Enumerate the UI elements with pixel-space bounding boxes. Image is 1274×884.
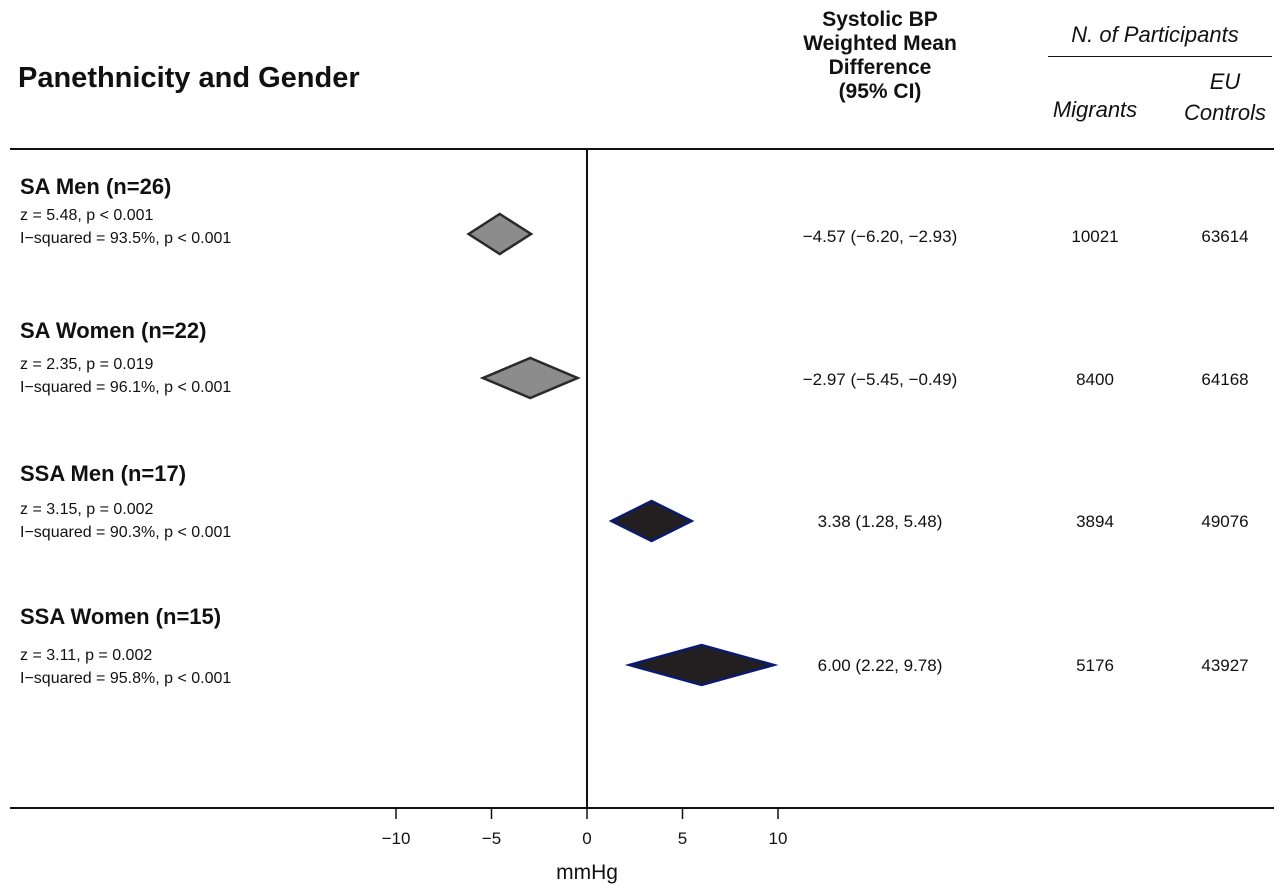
x-tick-label: 10 xyxy=(769,829,788,848)
forest-row: SSA Women (n=15) z = 3.11, p = 0.002 I−s… xyxy=(0,604,1274,744)
x-tick-label: −5 xyxy=(482,829,501,848)
x-axis: −10 −5 0 5 10 xyxy=(382,149,788,848)
row-controls: 63614 xyxy=(1201,227,1249,246)
row-controls: 49076 xyxy=(1201,512,1249,531)
row-controls: 43927 xyxy=(1201,656,1249,675)
migrants-column-header: Migrants xyxy=(1052,97,1138,122)
chart-title: Panethnicity and Gender xyxy=(18,62,360,94)
pooled-estimate-diamond xyxy=(479,356,581,400)
eu-header-line-2: Controls xyxy=(1184,100,1266,125)
row-z-stat: z = 5.48, p < 0.001 xyxy=(20,207,154,224)
effect-header-line-1: Systolic BP xyxy=(822,8,938,31)
forest-row: SA Men (n=26) z = 5.48, p < 0.001 I−squa… xyxy=(0,174,1274,314)
row-heterogeneity: I−squared = 90.3%, p < 0.001 xyxy=(20,524,232,541)
row-label: SSA Women (n=15) xyxy=(20,604,222,629)
row-z-stat: z = 2.35, p = 0.019 xyxy=(20,356,154,373)
row-estimate: −4.57 (−6.20, −2.93) xyxy=(802,227,958,246)
row-z-stat: z = 3.15, p = 0.002 xyxy=(20,501,154,518)
row-heterogeneity: I−squared = 96.1%, p < 0.001 xyxy=(20,379,232,396)
participants-underline xyxy=(1048,56,1272,57)
pooled-estimate-diamond xyxy=(608,499,695,543)
row-migrants: 3894 xyxy=(1076,512,1114,531)
forest-row: SA Women (n=22) z = 2.35, p = 0.019 I−sq… xyxy=(0,318,1274,458)
row-label: SSA Men (n=17) xyxy=(20,461,187,486)
forest-row: SSA Men (n=17) z = 3.15, p = 0.002 I−squ… xyxy=(0,461,1274,601)
axis-baseline xyxy=(10,807,1274,809)
pooled-estimate-diamond xyxy=(624,643,779,687)
row-migrants: 10021 xyxy=(1071,227,1119,246)
row-label: SA Men (n=26) xyxy=(20,174,172,199)
eu-header-line-1: EU xyxy=(1209,69,1241,94)
row-estimate: −2.97 (−5.45, −0.49) xyxy=(802,370,958,389)
header-divider xyxy=(10,148,1274,150)
effect-header-line-3: Difference xyxy=(828,56,932,79)
x-tick-label: 5 xyxy=(678,829,687,848)
x-tick-label: −10 xyxy=(382,829,411,848)
x-tick-label: 0 xyxy=(582,829,591,848)
participants-header: N. of Participants xyxy=(1071,22,1239,47)
effect-header-line-2: Weighted Mean xyxy=(803,32,957,55)
pooled-estimate-diamond xyxy=(466,212,534,256)
row-heterogeneity: I−squared = 95.8%, p < 0.001 xyxy=(20,670,232,687)
effect-column-header: Systolic BP Weighted Mean Difference (95… xyxy=(780,8,980,104)
x-axis-label: mmHg xyxy=(556,861,618,884)
row-migrants: 5176 xyxy=(1076,656,1114,675)
eu-controls-column-header: EU Controls xyxy=(1170,66,1274,128)
row-estimate: 3.38 (1.28, 5.48) xyxy=(817,512,943,531)
diamond-markers xyxy=(466,212,779,687)
row-controls: 64168 xyxy=(1201,370,1249,389)
effect-header-line-4: (95% CI) xyxy=(838,80,922,103)
row-label: SA Women (n=22) xyxy=(20,318,207,343)
row-migrants: 8400 xyxy=(1076,370,1114,389)
row-z-stat: z = 3.11, p = 0.002 xyxy=(20,647,153,664)
row-heterogeneity: I−squared = 93.5%, p < 0.001 xyxy=(20,230,232,247)
row-estimate: 6.00 (2.22, 9.78) xyxy=(817,656,943,675)
